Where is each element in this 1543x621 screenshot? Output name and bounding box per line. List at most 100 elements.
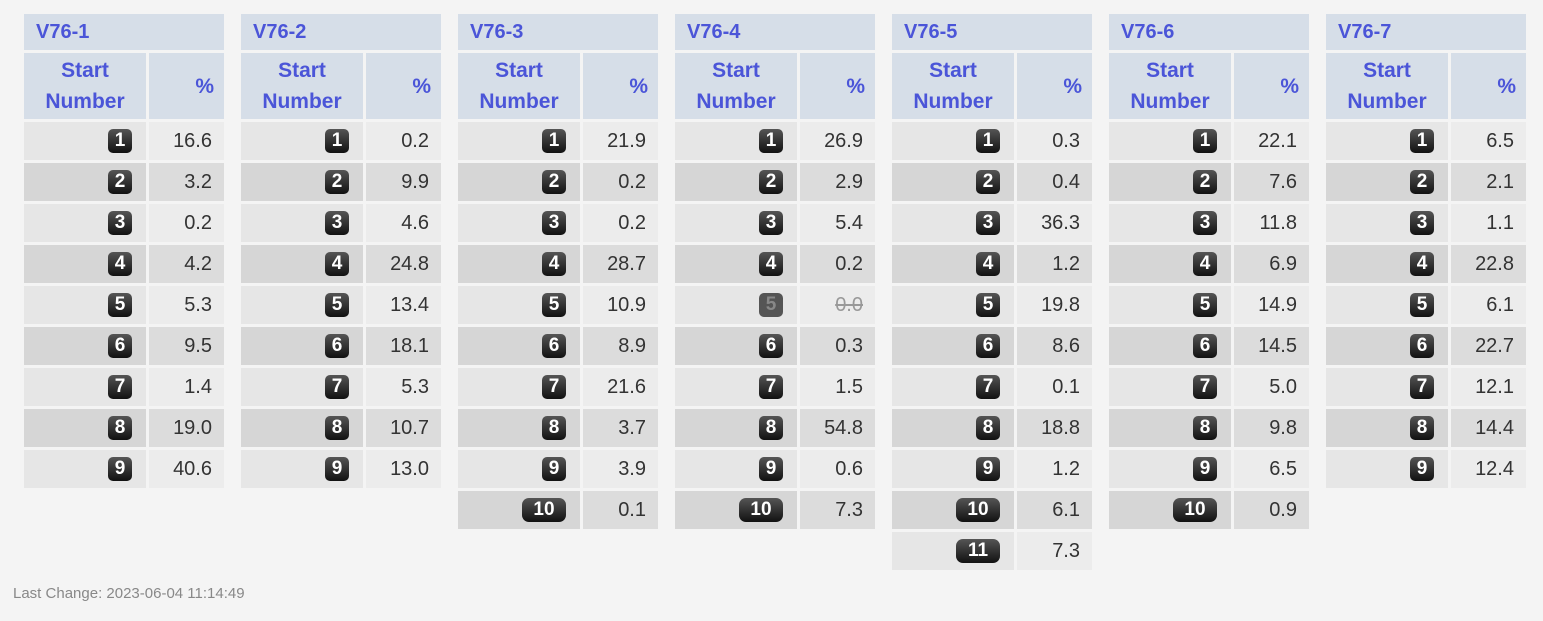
percent-value: 28.7 <box>607 252 646 275</box>
start-number-cell: 3 <box>458 204 580 242</box>
percent-cell: 3.9 <box>583 450 658 488</box>
column-header: Start Number <box>241 53 363 119</box>
data-row: 2 3.2 <box>24 163 224 201</box>
percent-cell: 4.2 <box>149 245 224 283</box>
data-row: 5 14.9 <box>1109 286 1309 324</box>
start-number-cell: 10 <box>1109 491 1231 529</box>
start-number-badge: 7 <box>1193 375 1217 399</box>
tables: V76-1 Start Number% 1 16.6 2 3.2 3 0.2 4 4.2 5 5.3 6… <box>21 11 1529 573</box>
column-header: % <box>366 53 441 119</box>
start-number-cell: 2 <box>1109 163 1231 201</box>
start-number-cell: 5 <box>241 286 363 324</box>
percent-value: 4.6 <box>401 211 429 234</box>
percent-cell: 28.7 <box>583 245 658 283</box>
data-row: 4 24.8 <box>241 245 441 283</box>
start-number-badge: 4 <box>108 252 132 276</box>
percent-cell: 6.1 <box>1017 491 1092 529</box>
start-number-badge: 3 <box>759 211 783 235</box>
table-title: V76-3 <box>458 14 658 50</box>
percent-value: 21.6 <box>607 375 646 398</box>
start-number-cell: 6 <box>675 327 797 365</box>
column-header: % <box>583 53 658 119</box>
header-row: Start Number% <box>458 53 658 119</box>
start-number-cell: 9 <box>892 450 1014 488</box>
title-row: V76-6 <box>1109 14 1309 50</box>
start-number-badge: 1 <box>542 129 566 153</box>
start-number-cell: 6 <box>892 327 1014 365</box>
column-header: Start Number <box>1109 53 1231 119</box>
start-number-badge: 2 <box>1193 170 1217 194</box>
percent-cell: 5.3 <box>149 286 224 324</box>
data-row: 4 0.2 <box>675 245 875 283</box>
data-row: 3 36.3 <box>892 204 1092 242</box>
data-row: 3 0.2 <box>24 204 224 242</box>
start-number-badge: 5 <box>759 293 783 317</box>
percent-value: 22.7 <box>1475 334 1514 357</box>
percent-cell: 0.2 <box>800 245 875 283</box>
start-number-cell: 5 <box>892 286 1014 324</box>
data-row: 6 22.7 <box>1326 327 1526 365</box>
start-number-badge: 8 <box>976 416 1000 440</box>
percent-value: 18.1 <box>390 334 429 357</box>
percent-value: 9.8 <box>1269 416 1297 439</box>
percent-value: 14.4 <box>1475 416 1514 439</box>
percent-cell: 19.0 <box>149 409 224 447</box>
start-number-cell: 4 <box>24 245 146 283</box>
result-table: V76-2 Start Number% 1 0.2 2 9.9 3 4.6 4 24.8 5 13.4… <box>238 11 444 491</box>
start-number-cell: 4 <box>675 245 797 283</box>
data-row: 5 6.1 <box>1326 286 1526 324</box>
percent-value: 40.6 <box>173 457 212 480</box>
data-row: 2 0.2 <box>458 163 658 201</box>
start-number-badge: 3 <box>1193 211 1217 235</box>
start-number-badge: 1 <box>1410 129 1434 153</box>
result-table: V76-6 Start Number% 1 22.1 2 7.6 3 11.8 4 6.9 5 14.… <box>1106 11 1312 532</box>
start-number-cell: 3 <box>241 204 363 242</box>
start-number-badge: 4 <box>976 252 1000 276</box>
start-number-cell: 2 <box>458 163 580 201</box>
start-number-cell: 2 <box>24 163 146 201</box>
start-number-badge: 4 <box>542 252 566 276</box>
start-number-cell: 5 <box>1109 286 1231 324</box>
percent-cell: 1.4 <box>149 368 224 406</box>
data-row: 5 19.8 <box>892 286 1092 324</box>
start-number-cell: 9 <box>675 450 797 488</box>
percent-cell: 6.5 <box>1451 122 1526 160</box>
start-number-badge: 2 <box>759 170 783 194</box>
percent-cell: 13.0 <box>366 450 441 488</box>
result-table: V76-1 Start Number% 1 16.6 2 3.2 3 0.2 4 4.2 5 5.3 6… <box>21 11 227 491</box>
data-row: 9 40.6 <box>24 450 224 488</box>
percent-cell: 9.5 <box>149 327 224 365</box>
footer: Last Change: 2023-06-04 11:14:49 <box>13 585 245 602</box>
start-number-badge: 9 <box>759 457 783 481</box>
start-number-cell: 6 <box>1326 327 1448 365</box>
percent-cell: 6.9 <box>1234 245 1309 283</box>
percent-value: 3.7 <box>618 416 646 439</box>
percent-cell: 18.1 <box>366 327 441 365</box>
percent-value: 54.8 <box>824 416 863 439</box>
percent-value: 21.9 <box>607 129 646 152</box>
data-row: 1 26.9 <box>675 122 875 160</box>
data-row: 7 21.6 <box>458 368 658 406</box>
percent-value: 14.5 <box>1258 334 1297 357</box>
result-table: V76-3 Start Number% 1 21.9 2 0.2 3 0.2 4 28.7 5 10.… <box>455 11 661 532</box>
percent-value: 24.8 <box>390 252 429 275</box>
start-number-cell: 8 <box>241 409 363 447</box>
start-number-badge: 3 <box>976 211 1000 235</box>
start-number-badge: 7 <box>542 375 566 399</box>
percent-cell: 5.0 <box>1234 368 1309 406</box>
start-number-cell: 8 <box>1326 409 1448 447</box>
data-row: 1 0.2 <box>241 122 441 160</box>
start-number-cell: 3 <box>24 204 146 242</box>
start-number-cell: 1 <box>1109 122 1231 160</box>
start-number-badge: 2 <box>1410 170 1434 194</box>
percent-cell: 1.2 <box>1017 450 1092 488</box>
percent-value: 13.0 <box>390 457 429 480</box>
percent-cell: 2.1 <box>1451 163 1526 201</box>
result-table: V76-4 Start Number% 1 26.9 2 2.9 3 5.4 4 0.2 5 0.0 6… <box>672 11 878 532</box>
percent-cell: 7.6 <box>1234 163 1309 201</box>
percent-cell: 22.1 <box>1234 122 1309 160</box>
start-number-cell: 3 <box>675 204 797 242</box>
percent-value: 0.2 <box>618 211 646 234</box>
percent-value: 9.5 <box>184 334 212 357</box>
column-header: % <box>1451 53 1526 119</box>
